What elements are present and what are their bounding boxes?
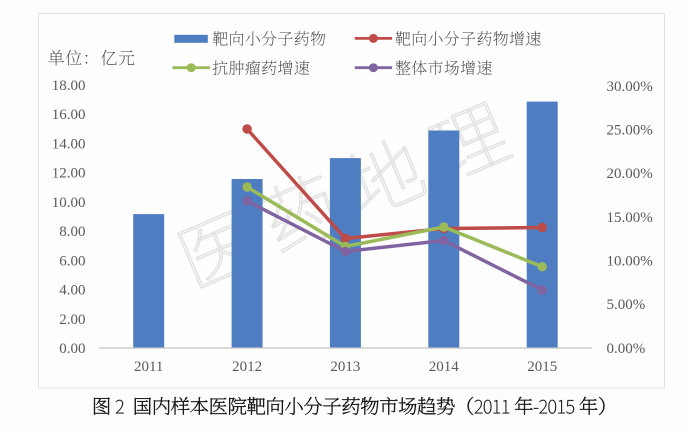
svg-text:25.00%: 25.00% xyxy=(607,123,653,139)
svg-text:18.00: 18.00 xyxy=(52,78,86,94)
svg-text:2014: 2014 xyxy=(429,359,460,375)
svg-text:20.00%: 20.00% xyxy=(607,166,653,182)
svg-text:2011: 2011 xyxy=(134,359,163,375)
svg-text:14.00: 14.00 xyxy=(52,136,86,152)
svg-text:2013: 2013 xyxy=(330,359,360,375)
svg-text:0.00: 0.00 xyxy=(59,341,85,357)
svg-text:2012: 2012 xyxy=(232,359,262,375)
svg-text:15.00%: 15.00% xyxy=(607,210,653,226)
svg-text:30.00%: 30.00% xyxy=(607,79,653,95)
svg-text:10.00: 10.00 xyxy=(52,195,86,211)
svg-text:0.00%: 0.00% xyxy=(607,341,646,357)
svg-text:6.00: 6.00 xyxy=(59,253,85,269)
svg-text:12.00: 12.00 xyxy=(52,166,86,182)
svg-text:4.00: 4.00 xyxy=(59,283,85,299)
svg-text:2015: 2015 xyxy=(527,359,557,375)
svg-text:5.00%: 5.00% xyxy=(607,297,646,313)
svg-text:16.00: 16.00 xyxy=(52,107,86,123)
svg-text:2.00: 2.00 xyxy=(59,312,85,328)
svg-text:8.00: 8.00 xyxy=(59,224,85,240)
svg-text:10.00%: 10.00% xyxy=(607,254,653,270)
